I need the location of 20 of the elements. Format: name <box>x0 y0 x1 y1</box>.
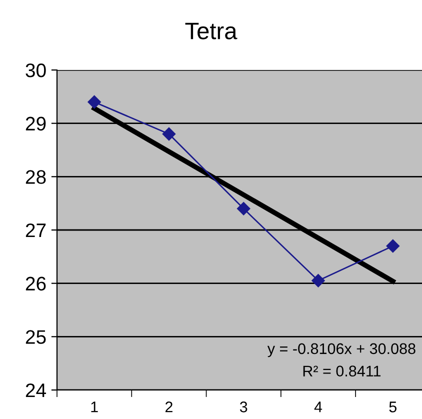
y-tick-label: 27 <box>26 223 46 238</box>
y-tick-label: 26 <box>26 276 46 291</box>
y-tick-label: 28 <box>26 170 46 184</box>
x-tick-label: 4 <box>314 402 322 412</box>
point <box>237 202 250 216</box>
x-tick-label: 3 <box>240 402 248 412</box>
x-tick-label: 5 <box>389 402 396 412</box>
x-tick-label: 2 <box>165 402 172 412</box>
y-tick-label: 30 <box>26 63 46 78</box>
y-tick-label: 24 <box>26 383 46 398</box>
point <box>312 274 325 288</box>
y-tick-label: 29 <box>26 116 46 131</box>
point <box>162 127 176 141</box>
x-tick-label: 1 <box>91 402 98 412</box>
point <box>88 95 101 109</box>
annotation: R² = 0.8411 <box>303 366 381 376</box>
point <box>386 239 400 253</box>
annotation: y = -0.8106x + 30.088 <box>267 343 416 358</box>
chart-title: Tetra <box>185 22 238 40</box>
y-tick-label: 25 <box>26 330 46 344</box>
